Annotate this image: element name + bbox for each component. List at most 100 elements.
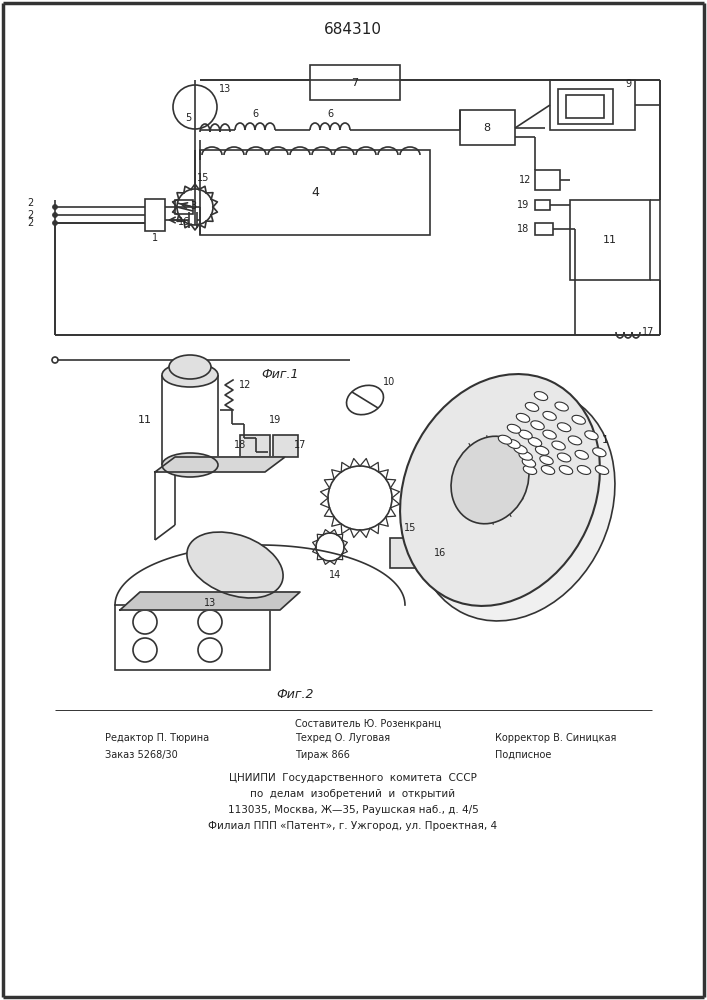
- Ellipse shape: [523, 466, 537, 474]
- Ellipse shape: [519, 451, 532, 460]
- Ellipse shape: [543, 411, 556, 420]
- Text: 18: 18: [517, 224, 529, 234]
- Bar: [566, 95, 604, 118]
- Polygon shape: [155, 457, 285, 472]
- Bar: [200, 150, 430, 235]
- Ellipse shape: [162, 453, 218, 477]
- Ellipse shape: [528, 438, 542, 446]
- Bar: [310, 65, 400, 100]
- Text: 113035, Москва, Ж—35, Раушская наб., д. 4/5: 113035, Москва, Ж—35, Раушская наб., д. …: [228, 805, 479, 815]
- Ellipse shape: [578, 466, 591, 474]
- Ellipse shape: [535, 446, 549, 455]
- Text: 13: 13: [219, 84, 231, 94]
- Ellipse shape: [552, 441, 566, 450]
- Ellipse shape: [516, 413, 530, 422]
- Bar: [175, 200, 193, 214]
- Bar: [273, 435, 298, 457]
- Ellipse shape: [568, 436, 582, 445]
- Text: 4: 4: [311, 186, 319, 199]
- Text: 2: 2: [27, 210, 33, 220]
- Text: Подписное: Подписное: [495, 750, 551, 760]
- Bar: [550, 80, 635, 130]
- Text: 10: 10: [383, 377, 395, 387]
- Text: Фиг.1: Фиг.1: [262, 368, 299, 381]
- Text: по  делам  изобретений  и  открытий: по делам изобретений и открытий: [250, 789, 455, 799]
- Text: 1: 1: [152, 233, 158, 243]
- Text: 7: 7: [351, 78, 358, 88]
- Text: 14: 14: [329, 570, 341, 580]
- Text: 2: 2: [27, 218, 33, 228]
- Text: Редактор П. Тюрина: Редактор П. Тюрина: [105, 733, 209, 743]
- Ellipse shape: [575, 450, 588, 459]
- Text: 15: 15: [404, 523, 416, 533]
- Bar: [570, 200, 650, 280]
- Ellipse shape: [514, 445, 527, 454]
- Ellipse shape: [557, 423, 571, 432]
- Ellipse shape: [540, 456, 554, 465]
- Text: 684310: 684310: [324, 22, 382, 37]
- Ellipse shape: [522, 458, 536, 467]
- Circle shape: [52, 221, 57, 226]
- Bar: [535, 200, 550, 210]
- Text: Техред О. Луговая: Техред О. Луговая: [295, 733, 390, 743]
- Text: 9: 9: [625, 79, 631, 89]
- Text: 3: 3: [190, 201, 196, 211]
- Bar: [535, 170, 560, 190]
- Ellipse shape: [451, 436, 529, 524]
- Ellipse shape: [542, 466, 555, 474]
- Text: 11: 11: [138, 415, 152, 425]
- Ellipse shape: [519, 430, 532, 439]
- Ellipse shape: [162, 363, 218, 387]
- Polygon shape: [120, 592, 300, 610]
- Ellipse shape: [187, 532, 283, 598]
- Text: Филиал ППП «Патент», г. Ужгород, ул. Проектная, 4: Филиал ППП «Патент», г. Ужгород, ул. Про…: [209, 821, 498, 831]
- Ellipse shape: [498, 435, 512, 444]
- Text: Заказ 5268/30: Заказ 5268/30: [105, 750, 177, 760]
- Text: Фиг.2: Фиг.2: [276, 688, 314, 702]
- Ellipse shape: [543, 430, 556, 439]
- Text: 13: 13: [204, 598, 216, 608]
- Bar: [535, 223, 553, 235]
- Ellipse shape: [400, 374, 600, 606]
- Ellipse shape: [415, 389, 615, 621]
- Circle shape: [52, 213, 57, 218]
- Ellipse shape: [534, 392, 548, 400]
- Bar: [460, 110, 515, 145]
- Text: Составитель Ю. Розенкранц: Составитель Ю. Розенкранц: [295, 719, 441, 729]
- Bar: [115, 605, 270, 670]
- Text: Тираж 866: Тираж 866: [295, 750, 350, 760]
- Bar: [240, 435, 270, 457]
- Ellipse shape: [557, 453, 571, 462]
- Bar: [390, 538, 430, 568]
- Text: ЦНИИПИ  Государственного  комитета  СССР: ЦНИИПИ Государственного комитета СССР: [229, 773, 477, 783]
- Text: 12: 12: [519, 175, 531, 185]
- Ellipse shape: [559, 466, 573, 474]
- Ellipse shape: [592, 448, 606, 457]
- Ellipse shape: [572, 415, 585, 424]
- Text: 18: 18: [234, 440, 246, 450]
- Text: 8: 8: [484, 123, 491, 133]
- Text: 17: 17: [294, 440, 306, 450]
- Text: 6: 6: [327, 109, 333, 119]
- Bar: [145, 199, 165, 231]
- Text: 16: 16: [434, 548, 446, 558]
- Ellipse shape: [595, 466, 609, 474]
- Text: 6: 6: [252, 109, 258, 119]
- Text: 11: 11: [603, 235, 617, 245]
- Text: 19: 19: [269, 415, 281, 425]
- Bar: [558, 89, 613, 124]
- Ellipse shape: [531, 421, 544, 430]
- Text: 15: 15: [197, 173, 209, 183]
- Circle shape: [52, 205, 57, 210]
- Text: 17: 17: [642, 327, 654, 337]
- Ellipse shape: [525, 402, 539, 411]
- Text: 12: 12: [239, 380, 251, 390]
- Text: 19: 19: [517, 200, 529, 210]
- Ellipse shape: [507, 440, 520, 448]
- Text: 5: 5: [185, 113, 191, 123]
- Text: 2: 2: [27, 198, 33, 208]
- Ellipse shape: [555, 402, 568, 411]
- Text: 1: 1: [602, 435, 609, 445]
- Ellipse shape: [585, 431, 598, 440]
- Text: 16: 16: [178, 217, 190, 227]
